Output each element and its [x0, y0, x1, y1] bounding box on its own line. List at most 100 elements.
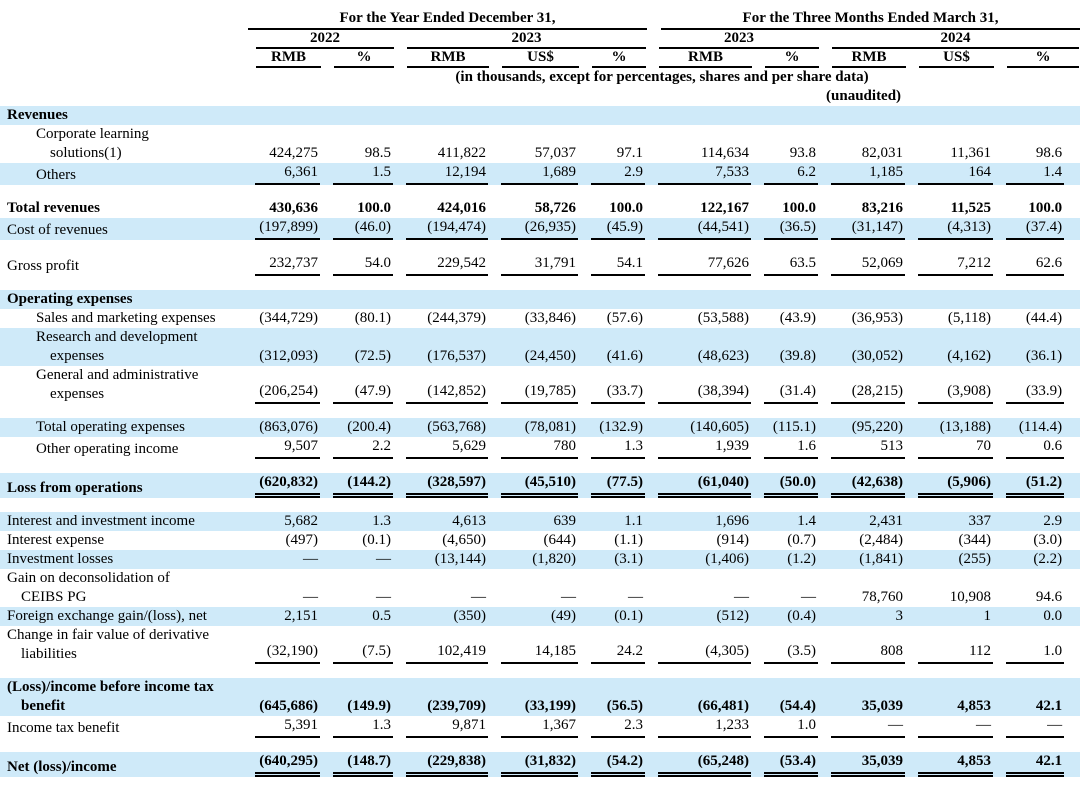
cell-value: 10,908 [949, 589, 992, 605]
cell-value: (57.6) [606, 310, 644, 326]
cell-value: 42.1 [995, 752, 1080, 777]
spacer-row [0, 276, 1080, 290]
row-label: Net (loss)/income [0, 752, 244, 777]
table-row: Revenues [0, 106, 1080, 125]
year-2023: 2023 [395, 30, 647, 49]
header-spacer [0, 49, 244, 68]
cell-value: (36.5) [753, 218, 821, 240]
table-row: Corporate learning solutions(1) 424,275 98.… [0, 125, 1080, 163]
cell-value: (19,785) [490, 366, 580, 404]
cell-value: 2,151 [244, 607, 322, 626]
table-row: Total revenues 430,636 100.0 424,016 58,726 1… [0, 199, 1080, 218]
row-label: Loss from operations [0, 473, 244, 498]
cell-value: (197,899) [244, 218, 322, 240]
row-label-line: Change in fair value of derivative [7, 627, 210, 643]
row-label-line: Revenues [7, 107, 68, 123]
cell-value: 6.2 [753, 163, 821, 185]
row-label-line: expenses [50, 386, 105, 402]
row-label: Total revenues [0, 199, 244, 218]
cell-value: (78,081) [490, 418, 580, 437]
cell-value: (45,510) [490, 473, 580, 498]
row-label: Gross profit [0, 254, 244, 276]
cell-value: (36,953) [851, 310, 904, 326]
cell-value: (350) [395, 607, 490, 626]
row-label-line: expenses [50, 348, 105, 364]
cell-value: 98.5 [364, 145, 391, 161]
cell-value: 4,613 [395, 512, 490, 531]
cell-value: 54.0 [322, 254, 395, 276]
cell-value: 5,629 [395, 437, 490, 459]
cell-value: 639 [490, 512, 580, 531]
spacer-row [0, 459, 1080, 473]
cell-value: — [244, 550, 322, 569]
cell-value: (41.6) [580, 328, 648, 366]
row-label-line: Gain on deconsolidation of [7, 570, 170, 586]
cell-value: (344,729) [259, 310, 318, 326]
row-spacer [0, 738, 1080, 752]
row-label: Operating expenses [0, 290, 244, 309]
cell-value: 62.6 [995, 254, 1080, 276]
cell-value [322, 106, 395, 125]
row-spacer [0, 185, 1080, 199]
table-row: Gain on deconsolidation of CEIBS PG — — — — — —… [0, 569, 1080, 607]
cell-value: (5,118) [947, 310, 992, 326]
cell-value: — [907, 716, 995, 738]
cell-value: 112 [907, 626, 995, 664]
cell-value: 808 [820, 626, 907, 664]
row-label-line: (Loss)/income before income tax [7, 679, 214, 695]
cell-value: 424,016 [437, 200, 486, 216]
row-label-line: Sales and marketing expenses [36, 310, 216, 326]
row-label: Foreign exchange gain/(loss), net [0, 607, 244, 626]
cell-value: 11,361 [950, 145, 992, 161]
cell-value: (1,406) [647, 550, 754, 569]
cell-value: 1,689 [490, 163, 580, 185]
cell-value [995, 290, 1080, 309]
period-group-row: For the Year Ended December 31, For the … [0, 9, 1080, 30]
cell-value: 232,737 [244, 254, 322, 276]
row-label-line: Foreign exchange gain/(loss), net [7, 608, 207, 624]
spacer-row [0, 738, 1080, 752]
cell-value: 1,696 [647, 512, 754, 531]
cell-value: 83,216 [861, 200, 904, 216]
cell-value: 164 [907, 163, 996, 185]
cell-value: 0.0 [995, 607, 1080, 626]
row-label: Income tax benefit [0, 716, 244, 738]
cell-value: 337 [907, 512, 996, 531]
table-row: Operating expenses [0, 290, 1080, 309]
col-header: RMB [244, 49, 322, 68]
cell-value: 114,634 [700, 145, 750, 161]
row-label-line: Total operating expenses [36, 419, 185, 435]
cell-value: (3.1) [580, 550, 648, 569]
cell-value: 94.6 [1035, 589, 1063, 605]
row-spacer [0, 459, 1080, 473]
cell-value: (115.1) [753, 418, 821, 437]
table-row: Gross profit 232,737 54.0 229,542 31,791 54.1… [0, 254, 1080, 276]
row-spacer [0, 276, 1080, 290]
cell-value: (31,832) [490, 752, 580, 777]
cell-value: (497) [285, 532, 319, 548]
cell-value: (45.9) [580, 218, 648, 240]
quarter-period-group: For the Three Months Ended March 31, [647, 9, 1080, 30]
cell-value: 4,853 [907, 678, 996, 716]
spacer-row [0, 498, 1080, 512]
cell-value: 57,037 [534, 145, 576, 161]
cell-value: 7,212 [907, 254, 995, 276]
row-label: (Loss)/income before income tax benefit [0, 678, 244, 716]
unit-row: RMB % RMB US$ % RMB % RMB US$ % [0, 49, 1080, 68]
cell-value: (563,768) [395, 418, 490, 437]
table-row: Other operating income 9,507 2.2 5,629 780 1.… [0, 437, 1080, 459]
table-row: Net (loss)/income (640,295) (148.7) (229,83… [0, 752, 1080, 777]
cell-value: (31,147) [820, 218, 908, 240]
cell-value: (4,162) [907, 328, 996, 366]
cell-value: 424,275 [269, 145, 318, 161]
cell-value: (239,709) [395, 678, 490, 716]
table-row: Others 6,361 1.5 12,194 1,689 2.9 7,533 6.2 1,18… [0, 163, 1080, 185]
row-label: Corporate learning solutions(1) [0, 125, 244, 163]
row-label-line: Interest expense [7, 532, 105, 548]
cell-value: (2,484) [859, 532, 904, 548]
cell-value: 513 [820, 437, 907, 459]
cell-value: (142,852) [395, 366, 490, 404]
table-row: Investment losses — — (13,144) (1,820) (3.1)(… [0, 550, 1080, 569]
cell-value: (42,638) [820, 473, 908, 498]
cell-value: (3,908) [907, 366, 995, 404]
